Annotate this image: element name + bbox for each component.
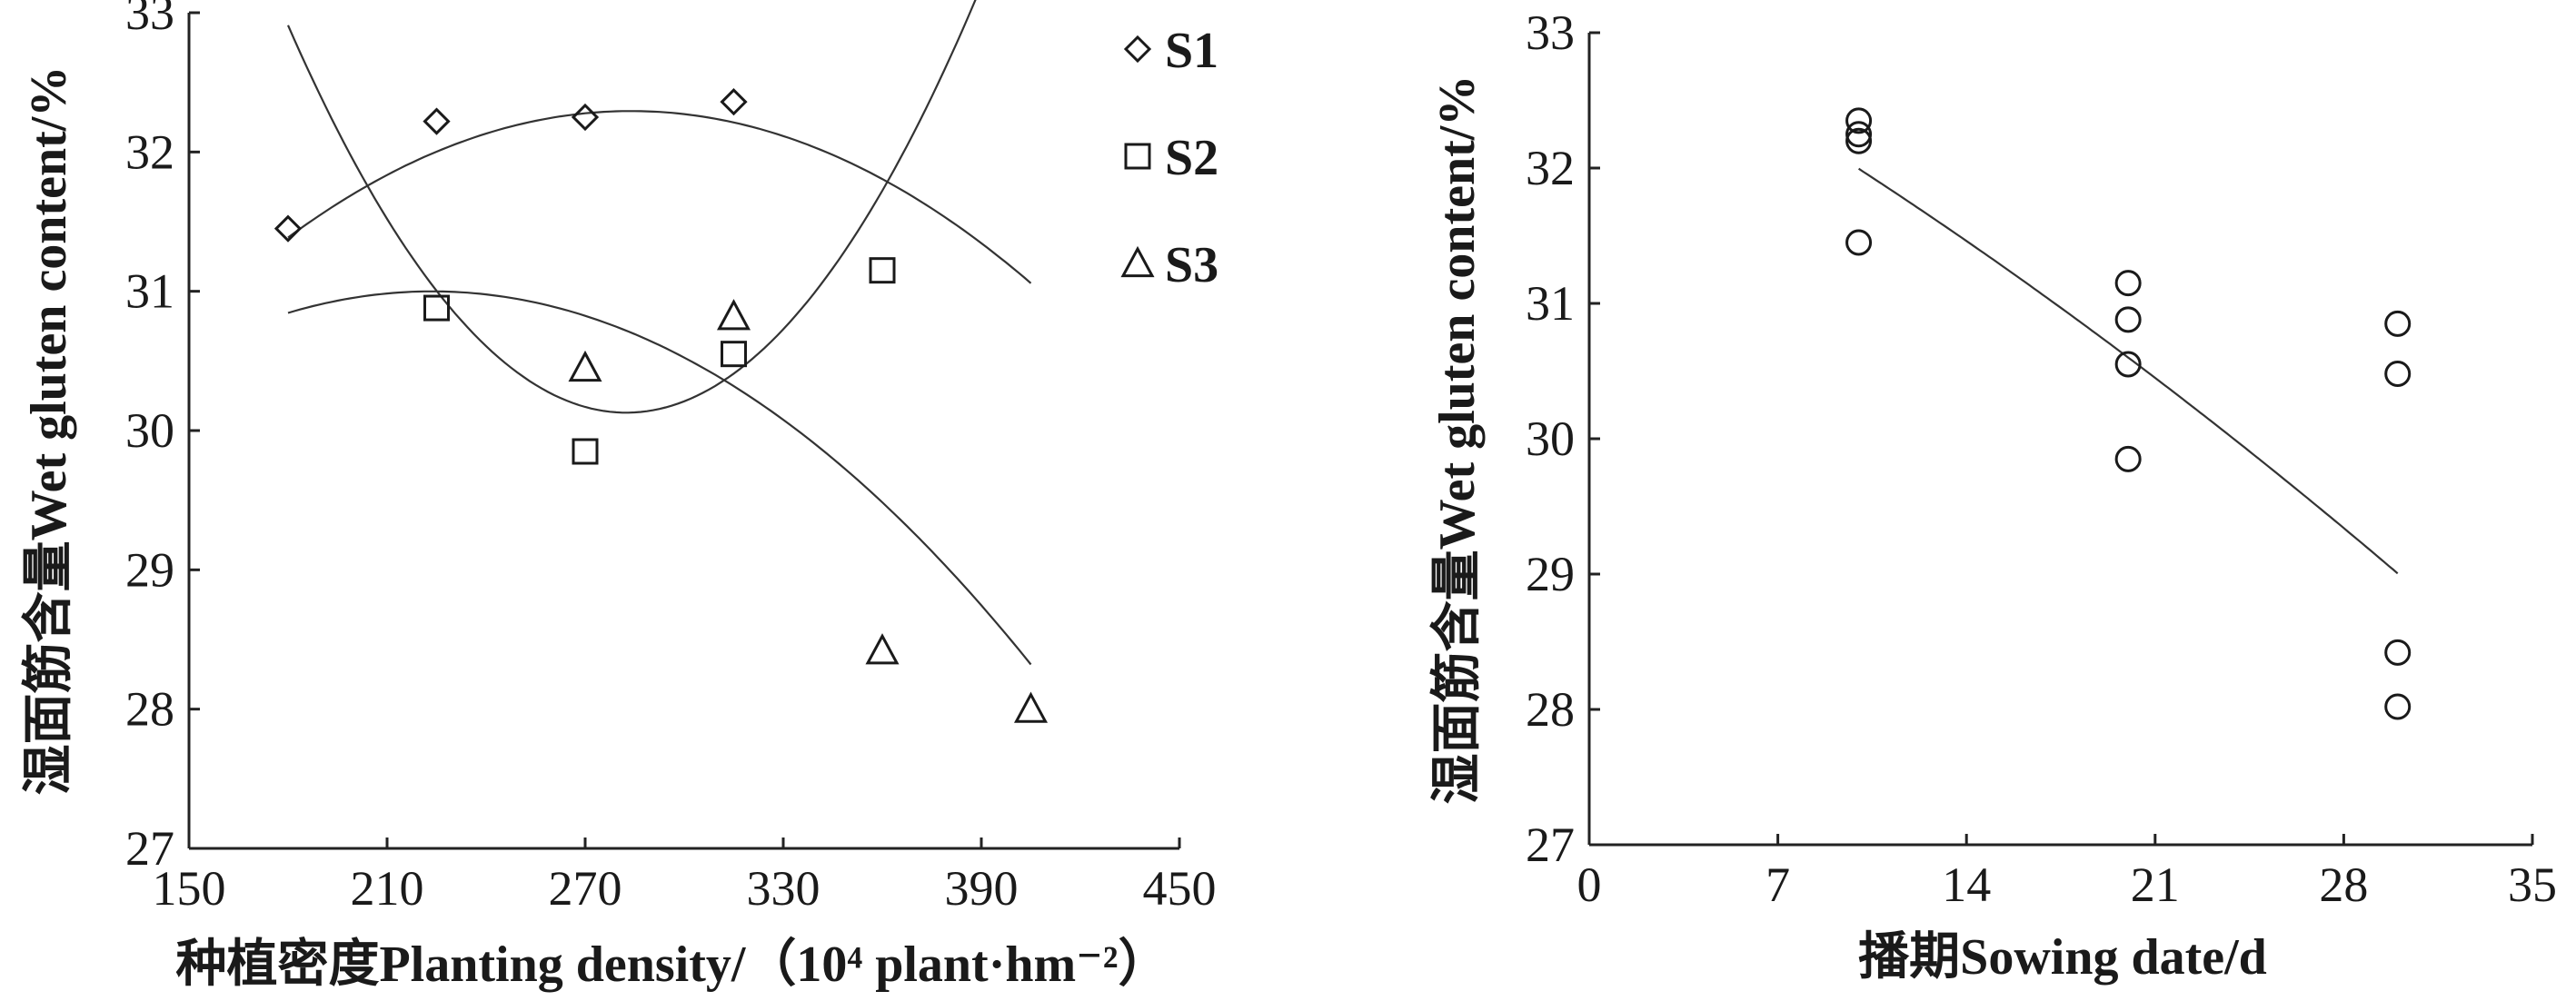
data-point-diamond: [423, 107, 451, 135]
y-tick-label: 27: [1526, 818, 1575, 872]
data-point-circle: [1845, 229, 1873, 256]
y-tick-label: 29: [1526, 547, 1575, 601]
y-tick-label: 28: [1526, 682, 1575, 737]
data-point-square: [721, 341, 747, 368]
data-point-diamond: [571, 103, 600, 132]
y-tick-label: 32: [1526, 141, 1575, 195]
x-tick-label: 35: [2508, 857, 2557, 912]
data-point-triangle: [568, 350, 602, 382]
legend-label: S3: [1165, 237, 1218, 293]
data-point-circle: [2384, 360, 2412, 387]
data-point-circle: [2384, 693, 2412, 720]
x-tick-label: 270: [549, 861, 622, 916]
y-tick-label: 27: [125, 821, 174, 876]
x-tick-label: 450: [1143, 861, 1217, 916]
legend-marker-diamond: [1123, 35, 1152, 64]
y-tick-label: 28: [125, 682, 174, 737]
fit-curve-line: [286, 0, 977, 414]
data-point-square: [572, 438, 599, 465]
y-tick-label: 30: [1526, 411, 1575, 466]
fit-curve-line: [287, 110, 1032, 284]
data-point-circle: [2114, 306, 2142, 333]
x-tick-label: 28: [2319, 857, 2368, 912]
y-tick-label: 32: [125, 124, 174, 179]
x-tick-label: 150: [153, 861, 226, 916]
legend-marker-triangle: [1120, 245, 1155, 278]
data-point-circle: [1845, 121, 1873, 148]
x-tick-label: 210: [351, 861, 424, 916]
x-tick-label: 390: [945, 861, 1019, 916]
y-tick-label: 33: [1526, 5, 1575, 60]
legend: S1 S2 S3: [1120, 23, 1218, 293]
data-point-triangle: [716, 299, 751, 331]
legend-label: S1: [1165, 23, 1218, 79]
axis-ticks: 150 210 270 330 390 450 27 28 29 30 31 32 33: [125, 0, 1217, 916]
fit-curves: [1857, 167, 2399, 575]
x-tick-label: 7: [1765, 857, 1790, 912]
data-point-triangle: [1013, 691, 1049, 723]
legend-label: S2: [1165, 130, 1218, 186]
axis-ticks: 0 7 14 21 28 35 27 28 29 30 31 32 33: [1526, 5, 2557, 912]
y-tick-label: 31: [1526, 276, 1575, 331]
y-tick-label: 29: [125, 542, 174, 597]
data-point-square: [423, 294, 450, 322]
fit-curve-line: [1857, 167, 2399, 575]
data-points: [1845, 107, 2412, 720]
data-point-square: [869, 257, 896, 284]
data-point-circle: [1845, 107, 1873, 134]
data-point-diamond: [720, 88, 748, 116]
y-tick-label: 33: [125, 0, 174, 40]
chart-panel-sowing-date: 0 7 14 21 28 35 27 28 29 30 31 32 33 播期Sowing date/d…: [1429, 5, 2557, 986]
x-tick-label: 0: [1577, 857, 1602, 912]
x-tick-label: 21: [2131, 857, 2180, 912]
x-axis-title: 播期Sowing date/d: [1858, 929, 2267, 986]
data-point-triangle: [865, 633, 900, 665]
y-tick-label: 30: [125, 403, 174, 458]
data-point-circle: [2114, 445, 2142, 472]
x-tick-label: 330: [747, 861, 821, 916]
data-point-circle: [2114, 270, 2142, 297]
x-axis-title: 种植密度Planting density/（10⁴ plant·hm⁻²）: [175, 936, 1169, 993]
data-point-diamond: [274, 214, 303, 243]
y-axis-title: 湿面筋含量Wet gluten content/%: [21, 66, 77, 796]
fit-curves: [286, 0, 1032, 666]
y-axis-title: 湿面筋含量Wet gluten content/%: [1429, 75, 1486, 805]
data-point-circle: [2384, 639, 2412, 666]
data-point-circle: [1845, 127, 1873, 154]
legend-marker-square: [1124, 143, 1151, 170]
data-points: [274, 88, 1049, 723]
x-tick-label: 14: [1942, 857, 1991, 912]
data-point-circle: [2384, 310, 2412, 337]
y-tick-label: 31: [125, 264, 174, 319]
fit-curve-line: [287, 290, 1032, 666]
data-point-circle: [2114, 351, 2142, 378]
